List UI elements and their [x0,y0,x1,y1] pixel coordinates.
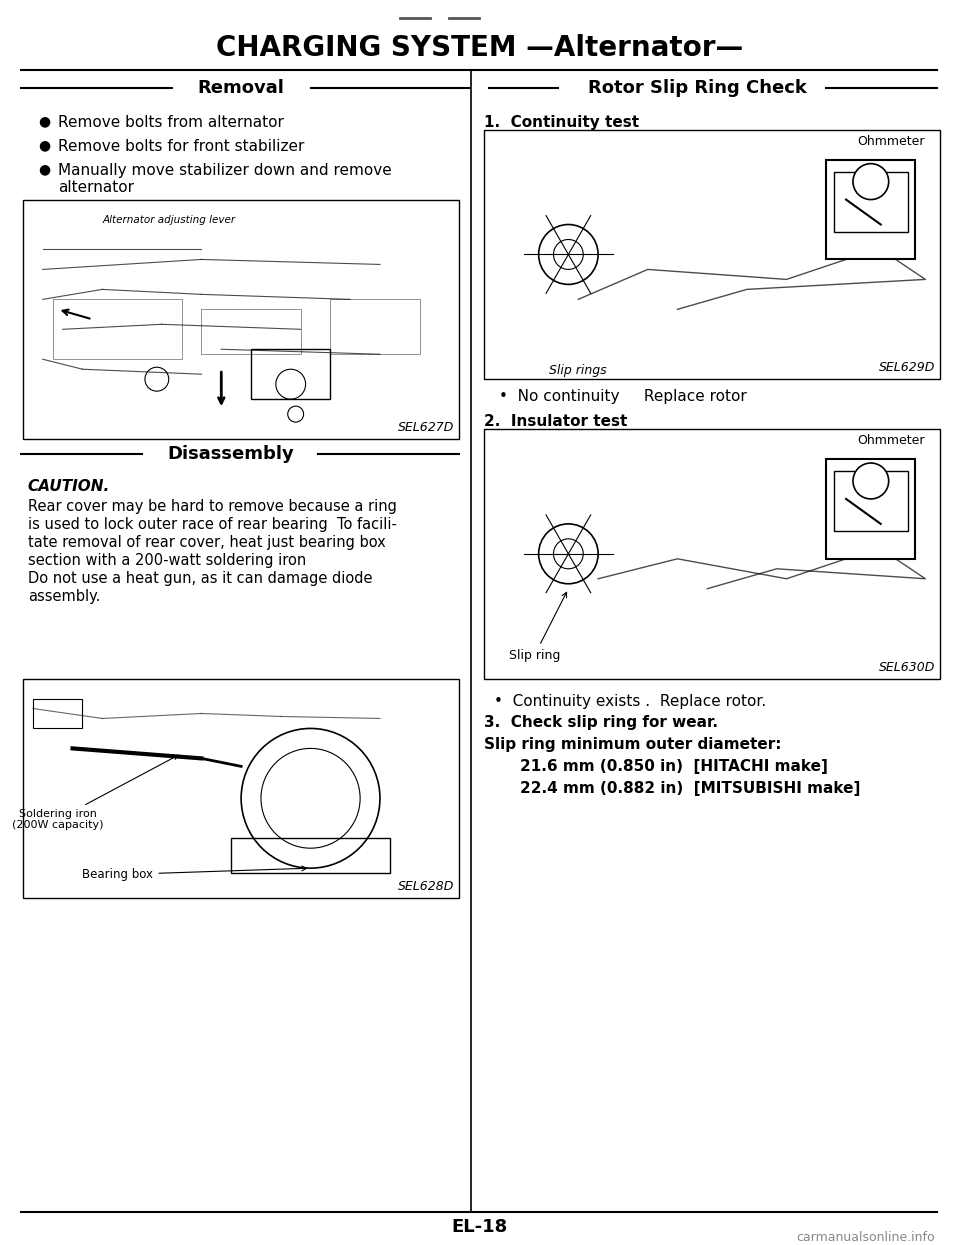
Text: ●: ● [37,163,50,177]
Bar [834,172,907,232]
Bar [53,299,181,360]
Text: Manually move stabilizer down and remove
alternator: Manually move stabilizer down and remove… [58,163,392,195]
Text: Rear cover may be hard to remove because a ring: Rear cover may be hard to remove because… [28,499,396,514]
Text: Alternator adjusting lever: Alternator adjusting lever [103,214,235,224]
Text: 22.4 mm (0.882 in)  [MITSUBISHI make]: 22.4 mm (0.882 in) [MITSUBISHI make] [499,782,860,797]
Text: ●: ● [37,138,50,153]
Bar [23,679,459,898]
Bar [231,838,390,873]
Text: SEL628D: SEL628D [398,880,454,893]
Text: tate removal of rear cover, heat just bearing box: tate removal of rear cover, heat just be… [28,535,386,550]
Bar [484,129,940,380]
Text: CAUTION.: CAUTION. [28,479,110,494]
Text: Remove bolts for front stabilizer: Remove bolts for front stabilizer [58,138,304,153]
Text: EL-18: EL-18 [451,1219,507,1236]
Text: Slip rings: Slip rings [549,365,607,377]
Text: ●: ● [37,115,50,128]
Text: Remove bolts from alternator: Remove bolts from alternator [58,115,283,129]
Text: is used to lock outer race of rear bearing  To facili-: is used to lock outer race of rear beari… [28,517,396,532]
Bar [202,309,300,355]
Bar [827,459,916,559]
Text: assembly.: assembly. [28,589,100,604]
Text: •  No continuity     Replace rotor: • No continuity Replace rotor [499,390,747,405]
Bar [23,199,459,439]
Text: 3.  Check slip ring for wear.: 3. Check slip ring for wear. [484,716,718,731]
Bar [484,430,940,679]
Text: CHARGING SYSTEM —Alternator—: CHARGING SYSTEM —Alternator— [215,34,743,62]
Text: Ohmmeter: Ohmmeter [857,134,924,148]
Text: 1.  Continuity test: 1. Continuity test [484,115,639,129]
Text: Slip ring: Slip ring [509,593,566,661]
Bar [252,350,330,400]
Bar [827,159,916,259]
Text: Slip ring minimum outer diameter:: Slip ring minimum outer diameter: [484,737,781,752]
Text: Do not use a heat gun, as it can damage diode: Do not use a heat gun, as it can damage … [28,570,372,586]
Bar [834,471,907,530]
Text: SEL629D: SEL629D [879,361,935,375]
Bar [330,299,420,355]
Text: carmanualsonline.info: carmanualsonline.info [797,1231,935,1244]
Bar [33,698,83,728]
Text: 21.6 mm (0.850 in)  [HITACHI make]: 21.6 mm (0.850 in) [HITACHI make] [499,759,828,774]
Circle shape [853,163,889,199]
Text: SEL630D: SEL630D [879,661,935,674]
Text: Removal: Removal [198,78,284,97]
Text: Soldering iron
(200W capacity): Soldering iron (200W capacity) [12,756,178,830]
Text: section with a 200-watt soldering iron: section with a 200-watt soldering iron [28,553,306,568]
Text: Ohmmeter: Ohmmeter [857,435,924,447]
Circle shape [853,463,889,499]
Text: •  Continuity exists .  Replace rotor.: • Continuity exists . Replace rotor. [494,693,766,708]
Text: 2.  Insulator test: 2. Insulator test [484,415,628,430]
Text: Rotor Slip Ring Check: Rotor Slip Ring Check [588,78,806,97]
Text: SEL627D: SEL627D [398,421,454,435]
Text: Disassembly: Disassembly [168,444,295,463]
Text: Bearing box: Bearing box [83,867,306,881]
